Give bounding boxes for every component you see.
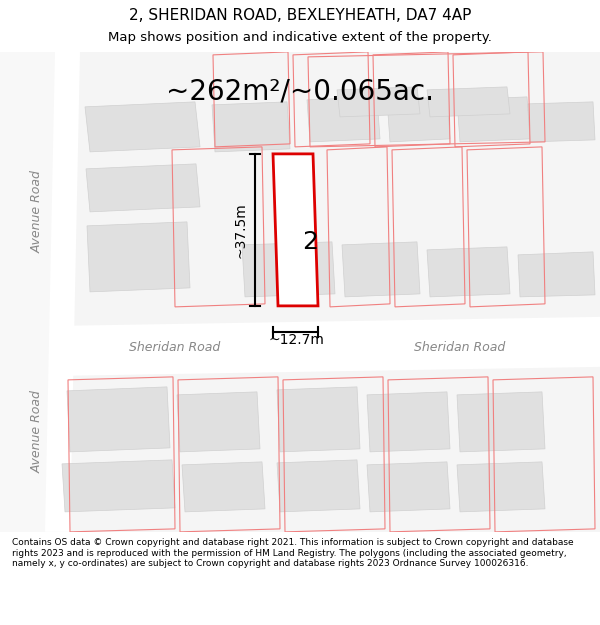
Polygon shape xyxy=(212,102,290,152)
Polygon shape xyxy=(182,462,265,512)
Text: Map shows position and indicative extent of the property.: Map shows position and indicative extent… xyxy=(108,31,492,44)
Polygon shape xyxy=(518,252,595,297)
Polygon shape xyxy=(62,460,175,512)
Polygon shape xyxy=(367,392,450,452)
Polygon shape xyxy=(0,317,600,377)
Polygon shape xyxy=(427,87,510,117)
Text: 2, SHERIDAN ROAD, BEXLEYHEATH, DA7 4AP: 2, SHERIDAN ROAD, BEXLEYHEATH, DA7 4AP xyxy=(129,8,471,22)
Text: Contains OS data © Crown copyright and database right 2021. This information is : Contains OS data © Crown copyright and d… xyxy=(12,538,574,568)
Polygon shape xyxy=(457,462,545,512)
Polygon shape xyxy=(273,154,318,306)
Polygon shape xyxy=(85,102,200,152)
Text: ~12.7m: ~12.7m xyxy=(268,333,324,347)
Polygon shape xyxy=(457,392,545,452)
Polygon shape xyxy=(342,242,420,297)
Polygon shape xyxy=(277,460,360,512)
Polygon shape xyxy=(528,102,595,142)
Polygon shape xyxy=(427,247,510,297)
Polygon shape xyxy=(277,387,360,452)
Polygon shape xyxy=(0,52,80,532)
Polygon shape xyxy=(86,164,200,212)
Text: Sheridan Road: Sheridan Road xyxy=(130,341,221,354)
Polygon shape xyxy=(387,97,450,142)
Polygon shape xyxy=(0,52,55,532)
Polygon shape xyxy=(67,387,170,452)
Polygon shape xyxy=(307,97,380,142)
Text: ~262m²/~0.065ac.: ~262m²/~0.065ac. xyxy=(166,78,434,106)
Text: Avenue Road: Avenue Road xyxy=(31,171,44,253)
Polygon shape xyxy=(367,462,450,512)
Text: Sheridan Road: Sheridan Road xyxy=(415,341,506,354)
Text: Avenue Road: Avenue Road xyxy=(31,391,44,473)
Text: ~37.5m: ~37.5m xyxy=(233,202,247,258)
Polygon shape xyxy=(457,97,530,142)
Text: 2: 2 xyxy=(302,230,318,254)
Polygon shape xyxy=(337,87,420,117)
Polygon shape xyxy=(177,392,260,452)
Polygon shape xyxy=(87,222,190,292)
Polygon shape xyxy=(242,242,335,297)
